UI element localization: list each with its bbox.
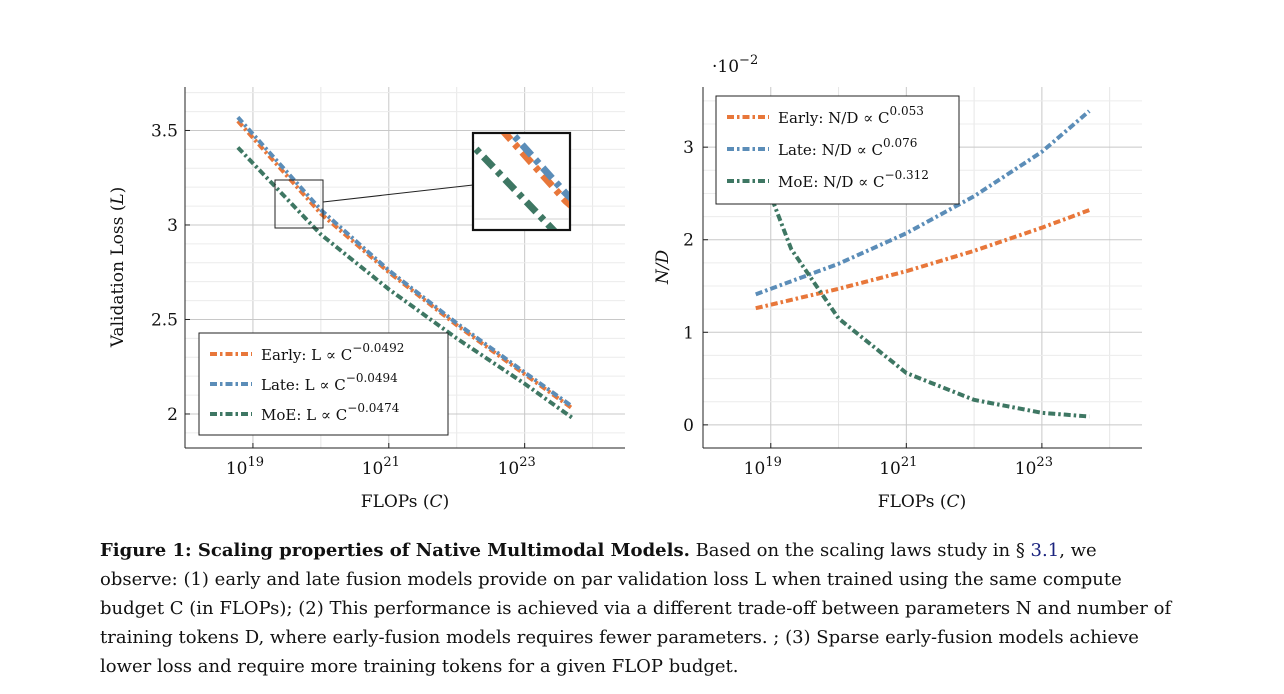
inset-series-line-late: [507, 134, 569, 201]
section-reference-link[interactable]: 3.1: [1030, 540, 1060, 561]
y-tick-label: 1: [683, 323, 694, 343]
series-line-late: [755, 109, 1091, 297]
y-tick-label: 2.5: [151, 310, 178, 330]
x-tick-label: 1021: [362, 455, 400, 479]
x-tick-label: 1023: [1015, 455, 1053, 479]
x-tick-label: 1019: [744, 455, 782, 479]
zoom-connector-line: [322, 184, 474, 203]
x-tick-label: 1019: [226, 455, 264, 479]
y-axis-label: N/D: [653, 250, 673, 286]
series-line-early: [236, 119, 574, 410]
y-axis-label: Validation Loss (L): [108, 187, 128, 349]
inset-series-line-moe: [474, 141, 558, 229]
caption-text-1: Based on the scaling laws study in §: [689, 540, 1031, 561]
validation-loss-plot: 1019 1021 1023 2 2.5 3 3.5 FLOPs (C) Validatio…: [108, 87, 625, 512]
y-tick-label: 2: [167, 405, 178, 425]
inset-series-line-early: [500, 134, 569, 209]
series-line-late: [236, 115, 574, 409]
x-tick-label: 1023: [498, 455, 536, 479]
y-tick-label: 0: [683, 416, 694, 436]
y-tick-label: 2: [683, 231, 694, 251]
series-line-moe: [753, 155, 1090, 419]
figure-caption: Figure 1: Scaling properties of Native M…: [100, 536, 1172, 681]
n-over-d-plot: 1019 1021 1023 0 1 2 3 ·10−2 FLOPs (C) N/D Ear…: [653, 53, 1142, 512]
series-line-moe: [236, 146, 574, 420]
caption-text-2: , we observe: (1) early and late fusion …: [100, 540, 1172, 677]
zoom-region-box: [274, 179, 324, 229]
y-tick-label: 3: [683, 138, 694, 158]
y-tick-label: 3: [167, 216, 178, 236]
zoom-inset: [274, 131, 572, 232]
y-multiplier: ·10−2: [712, 53, 758, 77]
caption-title: Figure 1: Scaling properties of Native M…: [100, 540, 690, 561]
legend-label-early: Early: N/D ∝ C0.053: [778, 104, 924, 127]
x-tick-label: 1021: [879, 455, 917, 479]
y-tick-label: 3.5: [151, 121, 178, 141]
legend-label-late: Late: N/D ∝ C0.076: [778, 136, 917, 159]
series-line-early: [755, 208, 1090, 311]
x-axis-label: FLOPs (C): [878, 492, 966, 512]
x-axis-label: FLOPs (C): [361, 492, 449, 512]
